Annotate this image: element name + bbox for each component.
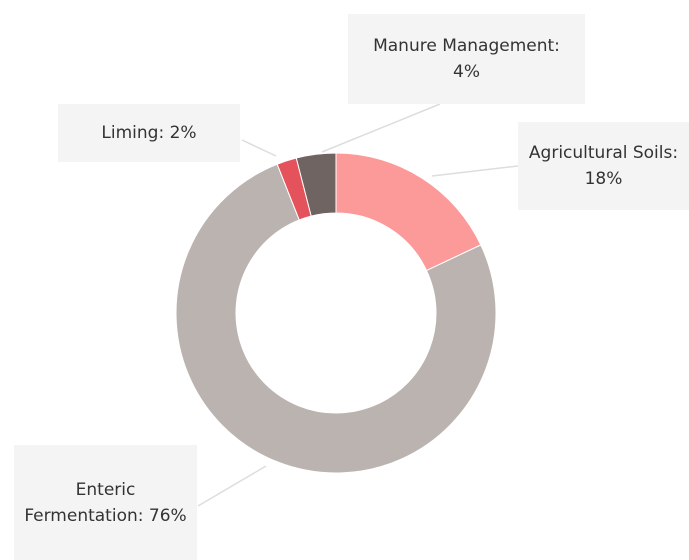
donut-slice — [335, 152, 482, 272]
slice-label: Enteric Fermentation: 76% — [14, 445, 197, 560]
slice-label: Liming: 2% — [58, 104, 240, 162]
donut-slice — [276, 157, 312, 221]
leader-line — [321, 103, 441, 153]
leader-line — [241, 139, 277, 157]
leader-line — [431, 165, 519, 177]
slice-label: Agricultural Soils: 18% — [518, 122, 689, 210]
donut-slice — [175, 163, 497, 474]
leader-line — [197, 465, 267, 507]
slice-label: Manure Management: 4% — [348, 14, 585, 104]
